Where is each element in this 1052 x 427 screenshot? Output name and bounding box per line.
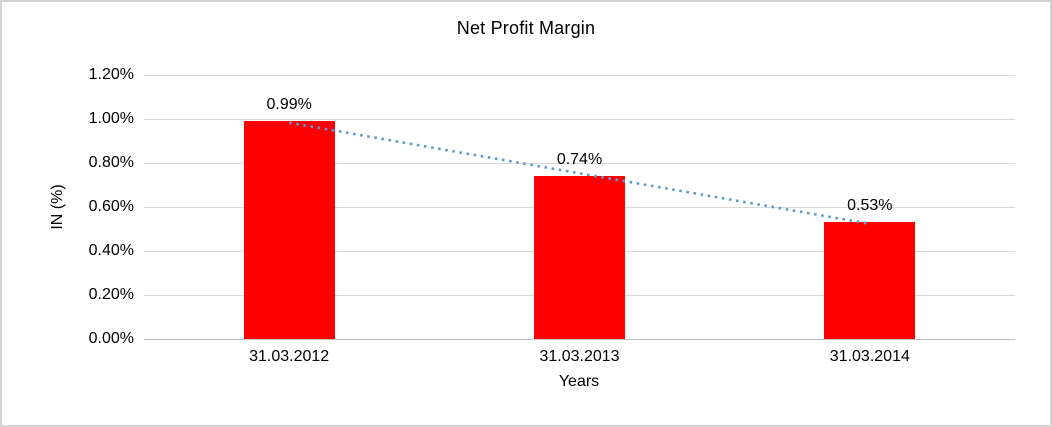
y-tick-label: 0.40% [88, 242, 134, 259]
y-tick-label: 1.00% [88, 110, 134, 127]
x-axis-title: Years [558, 373, 600, 390]
y-tick-label: 0.80% [88, 154, 134, 171]
y-tick-label: 0.00% [88, 330, 134, 347]
x-tick-label: 31.03.2014 [829, 348, 910, 365]
bar [243, 121, 335, 339]
x-axis-line [144, 338, 1015, 340]
trendline [288, 121, 871, 226]
bar [534, 176, 625, 339]
y-tick-label: 0.60% [88, 198, 134, 215]
y-tick-label: 0.20% [88, 286, 134, 303]
data-label: 0.74% [556, 151, 603, 169]
gridline [144, 74, 1015, 76]
plot-area: 0.99% 0.74% 0.53% [144, 74, 1015, 340]
bar [824, 222, 916, 339]
trendline-path [288, 121, 871, 226]
x-tick-label: 31.03.2012 [249, 348, 330, 365]
chart-title: Net Profit Margin [456, 18, 596, 38]
y-tick-label: 1.20% [88, 66, 134, 83]
data-label: 0.99% [266, 96, 312, 114]
gridline [144, 118, 1015, 120]
gridline [144, 162, 1015, 164]
x-tick-label: 31.03.2013 [539, 348, 620, 365]
data-label: 0.53% [847, 197, 893, 215]
